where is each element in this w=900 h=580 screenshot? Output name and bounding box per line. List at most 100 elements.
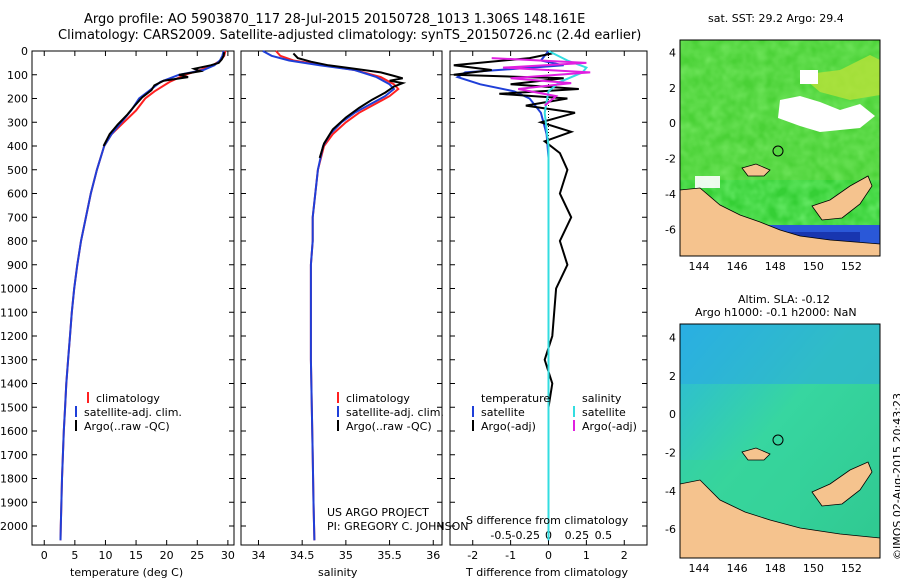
s-tick-label: -0.5: [490, 529, 511, 542]
figure-title-line1: Argo profile: AO 5903870_117 28-Jul-2015…: [84, 12, 586, 27]
y-tick-label: 300: [7, 116, 28, 129]
map-y-tick-label: 0: [669, 117, 676, 130]
sla-map: Altim. SLA: -0.12 Argo h1000: -0.1 h2000…: [679, 293, 881, 559]
map-y-tick-label: -2: [665, 153, 676, 166]
sla-map-title-line1: Altim. SLA: -0.12: [738, 293, 830, 306]
map-x-tick-label: 144: [689, 260, 710, 273]
map-y-tick-label: -6: [665, 223, 676, 236]
x-tick-label: 25: [190, 549, 204, 562]
y-tick-label: 2000: [0, 520, 28, 533]
series-salinity-argo-adj: [491, 57, 591, 107]
s-tick-label: -0.25: [512, 529, 540, 542]
legend-temp-argo: Argo(-adj): [481, 420, 536, 433]
x-tick-label: 34: [251, 549, 265, 562]
temperature-axis-label: temperature (deg C): [70, 566, 183, 579]
map-y-tick-label: 4: [669, 331, 676, 344]
salinity-panel: [240, 50, 443, 546]
y-tick-label: 800: [7, 235, 28, 248]
legend-climatology: climatology: [96, 392, 160, 405]
series-satellite-adj-clim: [262, 50, 396, 541]
legend-temp-satellite: satellite: [481, 406, 525, 419]
y-tick-label: 1500: [0, 401, 28, 414]
legend-climatology: climatology: [346, 392, 410, 405]
land-islands: [811, 461, 873, 507]
map-x-tick-label: 152: [841, 562, 862, 575]
figure-title-line2: Climatology: CARS2009. Satellite-adjuste…: [58, 28, 642, 43]
land-new-guinea: [680, 187, 880, 256]
y-tick-label: 1100: [0, 306, 28, 319]
argo-location-marker: [772, 145, 784, 157]
x-tick-label: 34.5: [290, 549, 315, 562]
map-y-tick-label: 2: [669, 82, 676, 95]
legend-argo: Argo(..raw -QC): [84, 420, 170, 433]
map-y-tick-label: 2: [669, 370, 676, 383]
sst-missing-data: [778, 96, 875, 132]
map-x-tick-label: 146: [727, 260, 748, 273]
map-y-tick-label: -4: [665, 188, 676, 201]
y-tick-label: 500: [7, 164, 28, 177]
series-temperature-argo-adj: [453, 52, 579, 408]
y-tick-label: 1400: [0, 378, 28, 391]
y-tick-label: 1700: [0, 449, 28, 462]
y-tick-label: 100: [7, 69, 28, 82]
x-tick-label: 2: [621, 549, 628, 562]
legend-satellite-adj: satellite-adj. clim.: [84, 406, 182, 419]
x-tick-label: 35: [339, 549, 353, 562]
series-argo-raw-qc: [102, 52, 226, 147]
x-tick-label: 15: [129, 549, 143, 562]
series-satellite-adj-clim: [59, 50, 225, 541]
s-difference-axis-label: S difference from climatology: [466, 514, 629, 527]
sst-warm-patch: [800, 55, 880, 100]
y-tick-label: 1300: [0, 354, 28, 367]
t-difference-axis-label: T difference from climatology: [465, 566, 628, 579]
legend-temperature-heading: temperature: [481, 392, 550, 405]
y-tick-label: 1900: [0, 496, 28, 509]
x-tick-label: 5: [71, 549, 78, 562]
x-tick-label: -2: [467, 549, 478, 562]
map-x-tick-label: 150: [803, 562, 824, 575]
x-tick-label: 0: [545, 549, 552, 562]
sst-map-title: sat. SST: 29.2 Argo: 29.4: [708, 12, 844, 25]
map-y-tick-label: -6: [665, 523, 676, 536]
x-tick-label: 1: [583, 549, 590, 562]
x-tick-label: 10: [98, 549, 112, 562]
legend-sal-argo: Argo(-adj): [582, 420, 637, 433]
argo-location-marker: [772, 434, 784, 446]
map-y-tick-label: 4: [669, 46, 676, 59]
x-tick-label: 35.5: [377, 549, 402, 562]
legend-sal-satellite: satellite: [582, 406, 626, 419]
map-x-tick-label: 148: [765, 260, 786, 273]
map-x-tick-label: 148: [765, 562, 786, 575]
y-tick-label: 1000: [0, 283, 28, 296]
x-tick-label: 20: [160, 549, 174, 562]
map-x-tick-label: 144: [689, 562, 710, 575]
salinity-legend: climatology satellite-adj. clim. Argo(..…: [337, 392, 444, 433]
y-tick-label: 700: [7, 211, 28, 224]
s-tick-label: 0.25: [565, 529, 590, 542]
series-salinity-satellite: [543, 50, 589, 541]
y-tick-label: 1200: [0, 330, 28, 343]
series-climatology: [59, 50, 227, 541]
legend-argo: Argo(..raw -QC): [346, 420, 432, 433]
difference-legend: temperature satellite Argo(-adj) salinit…: [472, 392, 637, 433]
y-tick-label: 1600: [0, 425, 28, 438]
x-tick-label: -1: [505, 549, 516, 562]
map-y-tick-label: 0: [669, 408, 676, 421]
x-tick-label: 30: [221, 549, 235, 562]
y-tick-label: 900: [7, 259, 28, 272]
y-tick-label: 400: [7, 140, 28, 153]
s-tick-label: 0.5: [595, 529, 613, 542]
x-tick-label: 36: [426, 549, 440, 562]
land-islands: [811, 175, 873, 221]
x-tick-label: 0: [41, 549, 48, 562]
land-new-guinea: [680, 479, 880, 558]
y-tick-label: 1800: [0, 473, 28, 486]
sst-map: sat. SST: 29.2 Argo: 29.4: [679, 12, 881, 257]
y-tick-label: 200: [7, 93, 28, 106]
temperature-panel: [31, 50, 235, 546]
map-x-tick-label: 152: [841, 260, 862, 273]
map-y-tick-label: -2: [665, 447, 676, 460]
map-x-tick-label: 150: [803, 260, 824, 273]
credit-project: US ARGO PROJECT: [327, 506, 429, 519]
